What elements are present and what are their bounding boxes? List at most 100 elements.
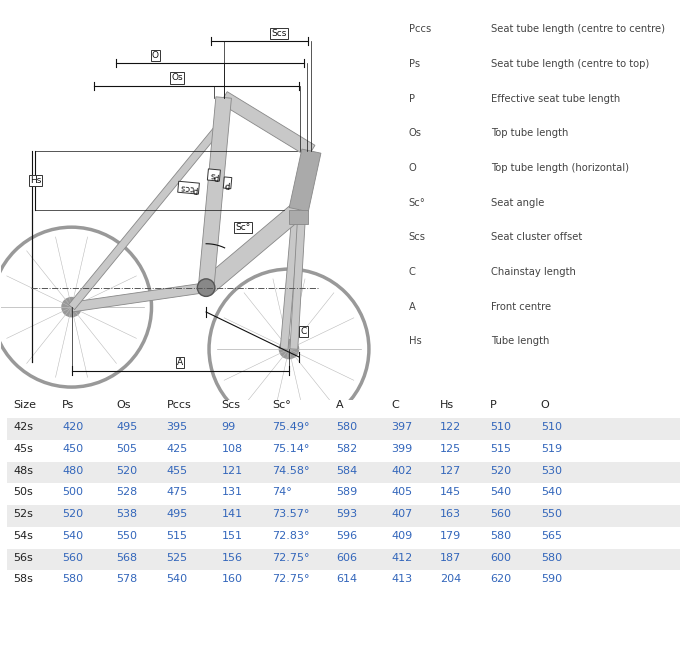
Text: Pccs: Pccs [166,400,191,410]
Text: Os: Os [171,73,183,83]
Text: 578: 578 [116,575,137,584]
Polygon shape [69,126,221,309]
Text: Pccs: Pccs [409,24,431,34]
Polygon shape [220,92,315,157]
Text: A: A [177,358,183,367]
Text: 455: 455 [166,465,188,476]
FancyBboxPatch shape [7,505,680,527]
Text: Sc°: Sc° [409,198,426,208]
Text: 475: 475 [166,488,188,497]
Text: 75.49°: 75.49° [272,422,310,432]
Text: Os: Os [116,400,131,410]
Text: 540: 540 [166,575,188,584]
Text: 99: 99 [222,422,236,432]
Text: 520: 520 [116,465,137,476]
Polygon shape [71,283,207,312]
Text: 596: 596 [336,531,357,541]
Text: Size: Size [14,400,36,410]
Text: Seat cluster offset: Seat cluster offset [491,233,583,242]
Text: 402: 402 [392,465,413,476]
Text: 204: 204 [440,575,461,584]
Text: 565: 565 [541,531,562,541]
Text: Hs: Hs [409,337,422,346]
Text: 163: 163 [440,509,461,519]
Text: 127: 127 [440,465,461,476]
Text: 568: 568 [116,552,137,563]
Text: 560: 560 [491,509,511,519]
Text: 520: 520 [491,465,511,476]
Text: 450: 450 [62,444,83,454]
Text: Seat angle: Seat angle [491,198,545,208]
Text: P: P [409,94,415,104]
Text: 405: 405 [392,488,412,497]
Text: C: C [300,327,306,336]
Text: 395: 395 [166,422,188,432]
Text: 510: 510 [541,422,562,432]
Text: Sc°: Sc° [236,223,251,231]
Text: A: A [336,400,344,410]
FancyBboxPatch shape [7,462,680,484]
Text: O: O [541,400,550,410]
Text: 606: 606 [336,552,357,563]
Text: Tube length: Tube length [491,337,550,346]
Text: 614: 614 [336,575,357,584]
Text: 413: 413 [392,575,412,584]
Text: 54s: 54s [14,531,34,541]
Text: 145: 145 [440,488,461,497]
Text: Ps: Ps [209,170,219,180]
Text: Hs: Hs [440,400,454,410]
Text: Sc°: Sc° [272,400,291,410]
Text: Chainstay length: Chainstay length [491,267,576,277]
Text: O: O [409,163,416,173]
Text: Scs: Scs [222,400,240,410]
Text: 187: 187 [440,552,461,563]
Text: 75.14°: 75.14° [272,444,310,454]
Polygon shape [289,149,321,212]
Text: 495: 495 [116,422,137,432]
Text: Ps: Ps [409,59,420,69]
Text: Front centre: Front centre [491,302,552,312]
Text: 50s: 50s [14,488,34,497]
Text: 540: 540 [62,531,83,541]
Polygon shape [289,209,308,224]
Text: 125: 125 [440,444,461,454]
Text: Top tube length: Top tube length [491,128,569,138]
Text: 141: 141 [222,509,243,519]
Text: 600: 600 [491,552,511,563]
Text: A: A [409,302,416,312]
Text: Seat tube length (centre to centre): Seat tube length (centre to centre) [491,24,665,34]
Text: 131: 131 [222,488,243,497]
Text: 620: 620 [491,575,511,584]
Text: 582: 582 [336,444,357,454]
Text: 593: 593 [336,509,357,519]
Text: 540: 540 [491,488,511,497]
Text: 121: 121 [222,465,243,476]
Text: 515: 515 [491,444,511,454]
Polygon shape [199,97,232,289]
Text: 500: 500 [62,488,83,497]
Text: 550: 550 [116,531,137,541]
Text: 560: 560 [62,552,83,563]
Text: 480: 480 [62,465,83,476]
Text: 580: 580 [491,531,511,541]
Circle shape [197,279,215,296]
Text: P: P [225,178,231,188]
FancyBboxPatch shape [7,549,680,571]
Text: 72.83°: 72.83° [272,531,310,541]
Text: 45s: 45s [14,444,34,454]
Text: 108: 108 [222,444,243,454]
Text: C: C [409,267,416,277]
Text: P: P [491,400,497,410]
Text: 528: 528 [116,488,137,497]
Text: 412: 412 [392,552,413,563]
Text: 160: 160 [222,575,243,584]
Text: 510: 510 [491,422,511,432]
Text: 505: 505 [116,444,137,454]
Text: 151: 151 [222,531,243,541]
Text: 538: 538 [116,509,137,519]
Text: 519: 519 [541,444,562,454]
Text: 72.75°: 72.75° [272,575,310,584]
Polygon shape [280,214,300,350]
Text: Top tube length (horizontal): Top tube length (horizontal) [491,163,629,173]
Text: 74°: 74° [272,488,292,497]
